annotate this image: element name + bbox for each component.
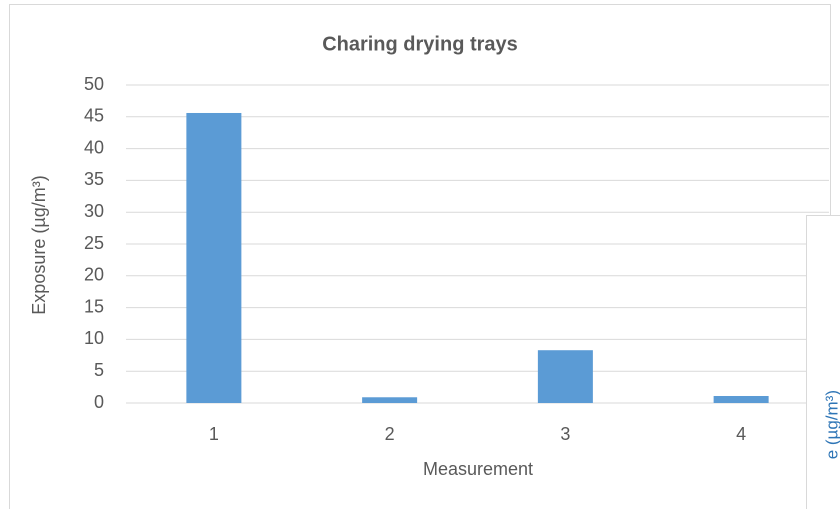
y-tick-label: 10 [84,328,104,348]
bar [537,350,593,403]
y-axis-label: Exposure (µg/m³) [29,175,49,314]
y-tick-label: 45 [84,106,104,126]
bar [186,112,242,403]
x-axis-label: Measurement [423,459,533,479]
y-tick-label: 30 [84,201,104,221]
y-tick-label: 50 [84,74,104,94]
x-tick-label: 4 [736,424,746,444]
chart-frame [9,4,831,509]
chart-title: Charing drying trays [322,33,518,55]
y-tick-label: 5 [94,360,104,380]
overlay-chart [806,215,840,509]
bar [713,396,769,403]
y-tick-label: 35 [84,169,104,189]
x-tick-label: 1 [209,424,219,444]
y-tick-label: 15 [84,296,104,316]
overlay-y-label: e (µg/m³) [822,390,840,459]
bar [362,397,418,403]
y-tick-label: 20 [84,265,104,285]
y-tick-label: 25 [84,233,104,253]
x-tick-label: 3 [560,424,570,444]
y-tick-label: 40 [84,137,104,157]
y-tick-label: 0 [94,392,104,412]
x-tick-label: 2 [385,424,395,444]
